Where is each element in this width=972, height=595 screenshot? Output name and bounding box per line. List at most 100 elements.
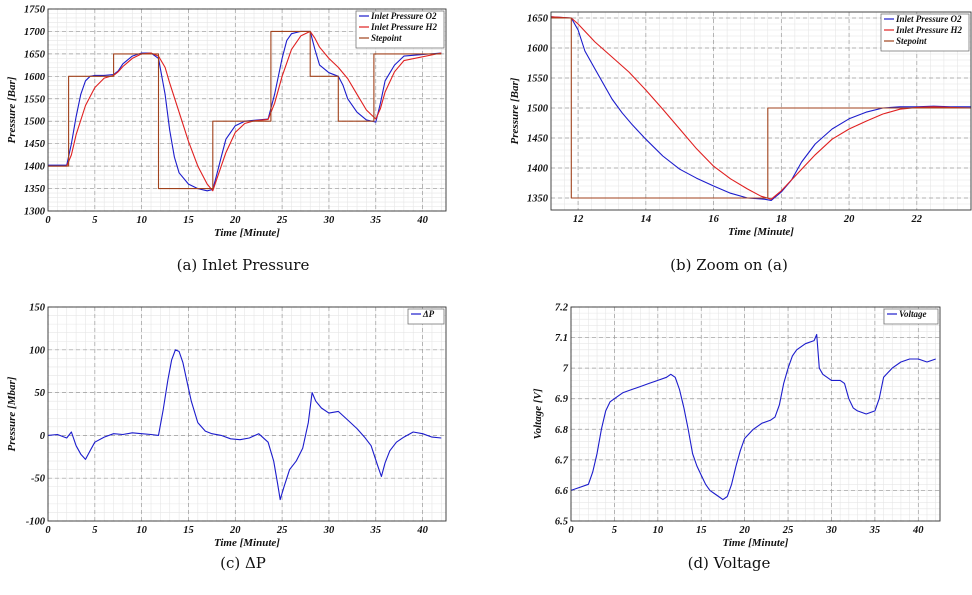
legend-label: Stepoint <box>371 33 402 43</box>
legend-label: Inlet Pressure H2 <box>895 25 963 35</box>
y-tick-label: 7 <box>563 364 569 375</box>
y-axis-label: Voltage [V] <box>532 388 544 439</box>
x-tick-label: 25 <box>782 525 794 536</box>
x-tick-label: 20 <box>229 525 241 536</box>
x-tick-label: 30 <box>323 215 335 226</box>
y-tick-label: 1350 <box>527 194 549 205</box>
y-tick-label: 50 <box>35 388 46 399</box>
y-tick-label: 7.1 <box>555 333 568 344</box>
y-axis-label: Pressure [Bar] <box>509 77 521 144</box>
legend-label: Inlet Pressure H2 <box>370 22 438 32</box>
x-tick-label: 35 <box>370 525 382 536</box>
x-tick-label: 16 <box>708 214 719 225</box>
x-tick-label: 40 <box>416 525 428 536</box>
x-tick-label: 10 <box>136 525 147 536</box>
y-tick-label: 6.7 <box>555 455 569 466</box>
x-tick-label: 12 <box>573 214 584 225</box>
series-line-1 <box>47 349 442 501</box>
x-tick-label: 35 <box>869 525 881 536</box>
minor-grid <box>47 306 446 522</box>
plot-frame <box>47 306 447 522</box>
x-tick-label: 20 <box>843 214 855 225</box>
chart-zoom: 12 14 16 18 20 22 1350 1400 1450 1500 1550 1600 1650… <box>509 11 972 238</box>
x-axis-label: Time [Minute] <box>214 537 280 549</box>
x-tick-label: 40 <box>416 215 428 226</box>
plot-frame <box>47 8 447 212</box>
panel-zoom: 12 14 16 18 20 22 1350 1400 1450 1500 1550 1600 1650… <box>486 0 972 297</box>
series-line-2 <box>48 30 442 192</box>
y-tick-label: 150 <box>29 303 46 314</box>
y-tick-label: 1500 <box>527 104 549 115</box>
legend-box <box>883 308 939 325</box>
y-tick-label: 1350 <box>24 184 46 195</box>
legend-box <box>355 10 445 49</box>
y-tick-label: 1450 <box>527 134 549 145</box>
y-tick-label: 1500 <box>24 117 46 128</box>
y-tick-label: 6.5 <box>555 517 568 528</box>
y-tick-label: 1550 <box>24 94 46 105</box>
caption-delta-p: (c) ΔP <box>220 554 266 572</box>
minor-grid <box>570 306 940 522</box>
legend: Voltage <box>883 308 939 325</box>
x-tick-label: 10 <box>136 215 147 226</box>
y-tick-label: 1550 <box>527 74 549 85</box>
y-tick-label: 1650 <box>527 14 549 25</box>
x-tick-label: 25 <box>276 525 288 536</box>
x-tick-label: 30 <box>323 525 335 536</box>
x-tick-label: 0 <box>568 525 574 536</box>
panel-inlet-pressure: 0 5 10 15 20 25 30 35 40 1300 1350 1400 1450 1500 1550… <box>0 0 486 297</box>
chart-inlet-pressure: 0 5 10 15 20 25 30 35 40 1300 1350 1400 1450 1500 1550… <box>6 5 447 239</box>
legend: ΔP <box>407 308 445 325</box>
x-tick-label: 20 <box>738 525 750 536</box>
y-axis-label: Pressure [Bar] <box>6 76 18 143</box>
y-tick-label: 1400 <box>24 162 46 173</box>
caption-zoom: (b) Zoom on (a) <box>670 256 788 274</box>
x-tick-label: 10 <box>653 525 664 536</box>
x-tick-label: 5 <box>92 525 97 536</box>
caption-voltage: (d) Voltage <box>687 554 771 572</box>
x-axis-label: Time [Minute] <box>723 537 789 549</box>
plot-frame <box>550 11 972 211</box>
legend-label: Inlet Pressure O2 <box>895 14 962 24</box>
panel-delta-p: 0 5 10 15 20 25 30 35 40 -100 -50 0 50 100 150 Time [Mi… <box>0 298 486 595</box>
y-tick-label: 1600 <box>527 44 549 55</box>
y-tick-label: -100 <box>26 517 46 528</box>
y-tick-label: 7.2 <box>555 303 569 314</box>
y-axis-label: Pressure [Mbar] <box>6 376 18 451</box>
panel-voltage: 0 5 10 15 20 25 30 35 40 6.5 6.6 6.7 6.8 6.9 7 7.1 7.2 Ti… <box>486 298 972 595</box>
x-tick-label: 20 <box>229 215 241 226</box>
legend-label: Inlet Pressure O2 <box>370 11 437 21</box>
x-tick-label: 25 <box>276 215 288 226</box>
series-line-3 <box>551 17 971 199</box>
x-tick-label: 40 <box>912 525 924 536</box>
y-tick-label: 6.6 <box>555 486 569 497</box>
y-tick-label: 6.9 <box>555 394 569 405</box>
plot-frame <box>570 306 941 522</box>
y-tick-label: 1450 <box>24 139 46 150</box>
y-tick-label: 1700 <box>24 27 46 38</box>
major-grid <box>47 306 446 522</box>
x-tick-label: 35 <box>370 215 382 226</box>
y-tick-label: 1650 <box>24 49 46 60</box>
legend-label: Stepoint <box>896 36 927 46</box>
x-tick-label: 0 <box>45 525 51 536</box>
series-line-1 <box>570 333 936 501</box>
y-tick-label: 100 <box>29 345 46 356</box>
x-tick-label: 5 <box>92 215 97 226</box>
series-line-1 <box>48 30 442 192</box>
caption-inlet-pressure: (a) Inlet Pressure <box>176 256 310 274</box>
series-line-2 <box>550 16 972 200</box>
chart-voltage: 0 5 10 15 20 25 30 35 40 6.5 6.6 6.7 6.8 6.9 7 7.1 7.2 Ti… <box>532 303 941 549</box>
x-axis-label: Time [Minute] <box>728 226 794 238</box>
x-tick-label: 22 <box>911 214 923 225</box>
x-tick-label: 15 <box>183 215 194 226</box>
x-tick-label: 30 <box>825 525 837 536</box>
legend-box <box>407 308 445 325</box>
y-tick-label: 1400 <box>527 164 549 175</box>
legend-box <box>880 13 970 52</box>
y-tick-label: 0 <box>40 431 46 442</box>
x-tick-label: 5 <box>612 525 617 536</box>
major-grid <box>570 306 940 522</box>
